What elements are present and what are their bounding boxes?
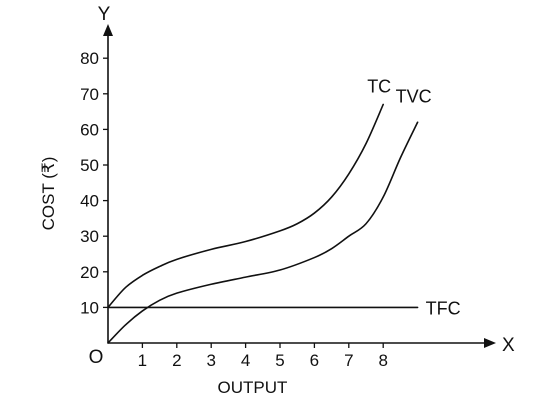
tvc-curve xyxy=(107,121,419,344)
y-tick-label: 60 xyxy=(80,120,99,139)
y-tick-label: 30 xyxy=(80,227,99,246)
x-tick-label: 1 xyxy=(138,351,147,370)
x-tick-label: 4 xyxy=(241,351,250,370)
x-tick-label: 8 xyxy=(378,351,387,370)
labels: TC TVC TFC OUTPUT COST (₹) X Y O xyxy=(39,4,515,397)
tc-label: TC xyxy=(367,76,391,96)
y-tick-label: 50 xyxy=(80,156,99,175)
x-axis-title: OUTPUT xyxy=(218,378,288,397)
y-tick-label: 40 xyxy=(80,192,99,211)
y-axis-letter: Y xyxy=(98,4,111,25)
tfc-label: TFC xyxy=(426,298,461,318)
x-tick-label: 6 xyxy=(310,351,319,370)
x-axis-letter: X xyxy=(502,335,515,356)
y-tick-label: 70 xyxy=(80,85,99,104)
ticks: 10 20 30 40 50 60 70 80 1 2 3 4 5 6 7 8 xyxy=(80,49,388,370)
axes xyxy=(103,24,496,348)
series-group xyxy=(107,103,419,344)
y-tick-label: 10 xyxy=(80,298,99,317)
y-tick-label: 20 xyxy=(80,263,99,282)
x-tick-label: 2 xyxy=(172,351,181,370)
x-tick-label: 3 xyxy=(206,351,215,370)
tc-curve xyxy=(107,103,384,309)
y-tick-label: 80 xyxy=(80,49,99,68)
x-tick-label: 5 xyxy=(275,351,284,370)
origin-label: O xyxy=(89,347,104,368)
x-axis-arrow-icon xyxy=(484,338,496,348)
x-tick-label: 7 xyxy=(344,351,353,370)
y-axis-title: COST (₹) xyxy=(39,157,58,231)
tvc-label: TVC xyxy=(396,86,432,106)
y-axis-arrow-icon xyxy=(103,24,113,36)
